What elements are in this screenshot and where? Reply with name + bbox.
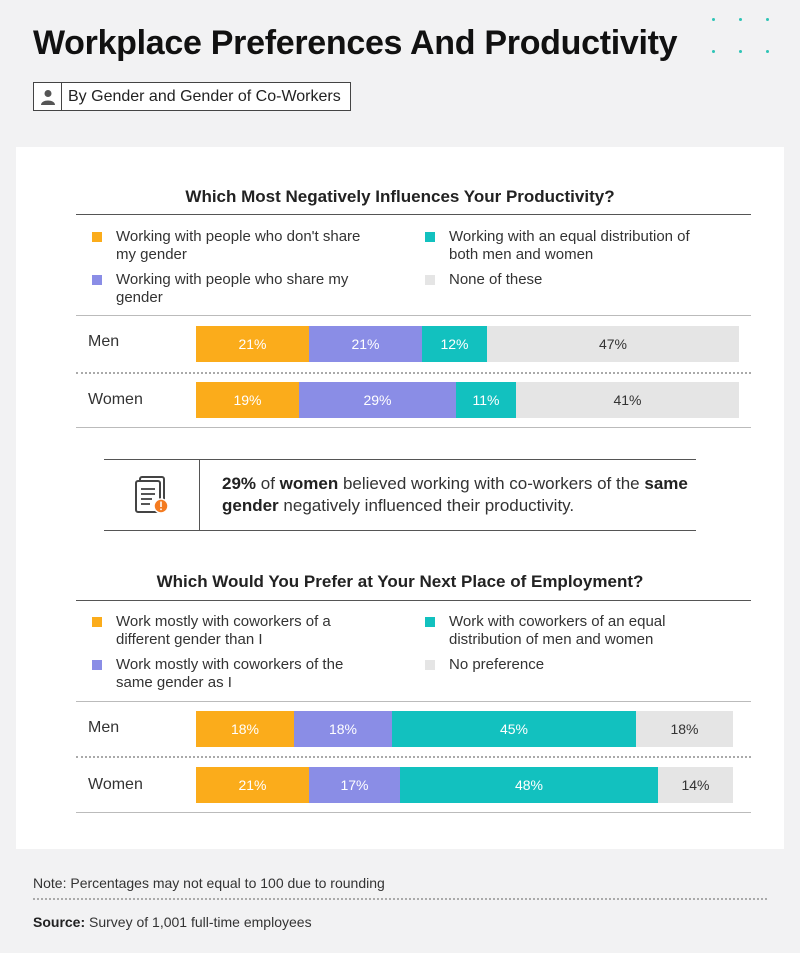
- bar-segment: 11%: [456, 382, 516, 418]
- row-label: Men: [88, 333, 120, 350]
- data-label: 18%: [670, 721, 699, 737]
- bar-segment: 45%: [392, 711, 636, 747]
- stacked-bar: 21% 17% 48% 14%: [196, 767, 733, 803]
- legend-swatch: [92, 617, 102, 627]
- row-label: Women: [88, 776, 143, 793]
- source-label: Source:: [33, 914, 86, 930]
- legend-swatch: [425, 232, 435, 242]
- legend-label: Work with coworkers of an equal distribu…: [449, 613, 666, 648]
- footer-separator: [33, 898, 767, 900]
- stacked-bar: 19% 29% 11% 41%: [196, 382, 739, 418]
- callout-text-part: believed working with co-workers of the: [338, 474, 645, 493]
- bar-segment: 47%: [487, 326, 739, 362]
- footnote: Note: Percentages may not equal to 100 d…: [33, 875, 385, 891]
- legend-swatch: [92, 232, 102, 242]
- bar-segment: 21%: [196, 326, 309, 362]
- data-label: 12%: [440, 336, 469, 352]
- data-label: 21%: [238, 777, 267, 793]
- data-label: 41%: [613, 392, 642, 408]
- data-label: 18%: [230, 721, 260, 737]
- bar-segment: 21%: [309, 326, 422, 362]
- legend-label: Working with people who don't share my g…: [116, 228, 361, 263]
- callout-text-part: of: [256, 474, 280, 493]
- legend-swatch: [425, 617, 435, 627]
- legend-label: Working with people who share my gender: [116, 271, 349, 306]
- content-card: Which Most Negatively Influences Your Pr…: [16, 147, 784, 849]
- document-alert-icon: [104, 460, 200, 530]
- callout-emph: same gender: [222, 474, 688, 515]
- bar-segment: 21%: [196, 767, 309, 803]
- legend-label: Working with an equal distribution of bo…: [449, 228, 690, 263]
- bar-segment: 12%: [422, 326, 487, 362]
- data-label: 21%: [238, 336, 267, 352]
- legend-swatch: [425, 275, 435, 285]
- divider: [76, 600, 751, 601]
- callout: 29% of women believed working with co-wo…: [104, 459, 696, 531]
- data-label: 18%: [328, 721, 358, 737]
- bar-segment: 19%: [196, 382, 299, 418]
- source: Source: Survey of 1,001 full-time employ…: [33, 914, 312, 930]
- data-label: 45%: [499, 721, 529, 737]
- divider: [76, 315, 751, 316]
- person-icon: [34, 83, 62, 110]
- chart-1-title: Which Most Negatively Influences Your Pr…: [185, 187, 615, 206]
- legend-swatch: [92, 660, 102, 670]
- callout-emph: women: [279, 474, 339, 493]
- row-label: Men: [88, 719, 120, 736]
- decorative-dots: [712, 18, 776, 58]
- data-label: 29%: [363, 392, 392, 408]
- subtitle-badge: By Gender and Gender of Co-Workers: [33, 82, 351, 111]
- bar-segment: 17%: [309, 767, 400, 803]
- data-label: 47%: [598, 336, 628, 352]
- legend-label: No preference: [449, 656, 545, 673]
- data-label: 11%: [472, 392, 500, 408]
- legend-swatch: [92, 275, 102, 285]
- data-label: 19%: [233, 392, 262, 408]
- data-label: 17%: [340, 777, 369, 793]
- subtitle: By Gender and Gender of Co-Workers: [68, 87, 341, 105]
- divider: [76, 812, 751, 813]
- bar-segment: 18%: [294, 711, 392, 747]
- data-label: 14%: [681, 777, 710, 793]
- bar-segment: 29%: [299, 382, 456, 418]
- stacked-bar: 18% 18% 45% 18%: [196, 711, 733, 747]
- callout-text: 29% of women believed working with co-wo…: [222, 473, 692, 517]
- page-title: Workplace Preferences And Productivity: [33, 24, 678, 62]
- bar-segment: 48%: [400, 767, 658, 803]
- row-label: Women: [88, 391, 143, 408]
- legend-label: Work mostly with coworkers of the same g…: [116, 656, 344, 691]
- source-text: Survey of 1,001 full-time employees: [85, 914, 312, 930]
- row-separator: [76, 756, 751, 758]
- divider: [76, 214, 751, 215]
- callout-text-part: negatively influenced their productivity…: [278, 496, 575, 515]
- legend-swatch: [425, 660, 435, 670]
- divider: [76, 427, 751, 428]
- data-label: 21%: [351, 336, 380, 352]
- legend-label: Work mostly with coworkers of a differen…: [116, 613, 331, 648]
- callout-pct: 29%: [222, 474, 257, 493]
- bar-segment: 41%: [516, 382, 739, 418]
- bar-segment: 18%: [196, 711, 294, 747]
- divider: [76, 701, 751, 702]
- legend-label: None of these: [449, 271, 543, 288]
- chart-2-title: Which Would You Prefer at Your Next Plac…: [156, 572, 644, 591]
- bar-segment: 14%: [658, 767, 733, 803]
- row-separator: [76, 372, 751, 374]
- stacked-bar: 21% 21% 12% 47%: [196, 326, 739, 362]
- bar-segment: 18%: [636, 711, 733, 747]
- data-label: 48%: [514, 777, 544, 793]
